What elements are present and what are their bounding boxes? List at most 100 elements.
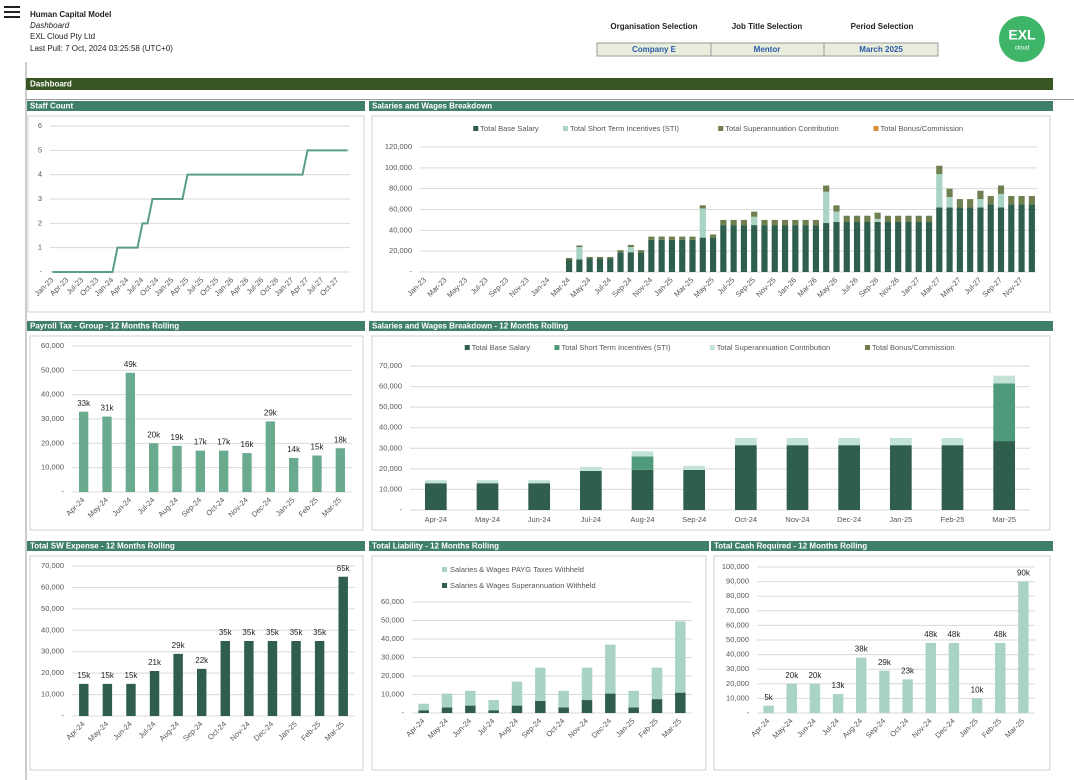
- legend-label: Total Base Salary: [472, 343, 531, 352]
- legend-label: Total Short Term Incentives (STI): [561, 343, 671, 352]
- chart-panel: [371, 555, 707, 771]
- company: EXL Cloud Pty Ltd: [30, 32, 95, 41]
- chart-panel: [27, 115, 365, 313]
- bar-segment: [823, 191, 830, 224]
- y-tick-label: 10,000: [41, 463, 64, 472]
- y-tick-label: -: [402, 708, 405, 717]
- y-tick-label: 20,000: [379, 464, 402, 473]
- bar: [1018, 581, 1029, 713]
- bar-segment: [751, 225, 758, 272]
- y-tick-label: 50,000: [381, 615, 404, 624]
- y-tick-label: 6: [38, 121, 42, 130]
- chart-title: Payroll Tax - Group - 12 Months Rolling: [30, 322, 179, 331]
- bar: [267, 641, 278, 716]
- data-label: 38k: [855, 645, 869, 654]
- data-label: 29k: [264, 409, 278, 418]
- bar-segment: [884, 222, 891, 272]
- data-label: 15k: [101, 671, 115, 680]
- bar: [925, 642, 936, 713]
- data-label: 18k: [334, 435, 348, 444]
- bar-segment: [946, 197, 953, 208]
- bar-segment: [441, 693, 453, 708]
- bar-segment: [579, 466, 602, 471]
- bar: [102, 416, 112, 492]
- y-tick-label: 70,000: [726, 606, 749, 615]
- bar-segment: [699, 205, 706, 209]
- bar-segment: [628, 690, 639, 708]
- bar-segment: [488, 700, 499, 711]
- bar-segment: [424, 483, 447, 510]
- data-label: 15k: [77, 671, 91, 680]
- bar: [173, 653, 183, 716]
- bar-segment: [730, 225, 737, 272]
- bar-segment: [997, 193, 1005, 208]
- bar-segment: [936, 165, 943, 175]
- bar-segment: [581, 700, 593, 713]
- bar-segment: [617, 252, 624, 272]
- bar-segment: [535, 700, 546, 713]
- bar-segment: [1018, 204, 1025, 272]
- bar-segment: [668, 236, 676, 240]
- logo: [999, 16, 1045, 62]
- logo-text: EXL: [1008, 27, 1036, 43]
- selection-value: March 2025: [859, 45, 903, 54]
- bar-segment: [631, 456, 654, 470]
- x-tick-label: Jul-24: [581, 515, 601, 524]
- y-tick-label: 100,000: [385, 163, 412, 172]
- bar-segment: [874, 222, 881, 272]
- bar-segment: [1018, 195, 1025, 205]
- y-tick-label: 4: [38, 170, 42, 179]
- bar-segment: [576, 259, 583, 272]
- bar-segment: [734, 438, 757, 446]
- data-label: 29k: [172, 641, 186, 650]
- bar-segment: [586, 256, 593, 259]
- bar-segment: [853, 215, 861, 222]
- bar-segment: [864, 222, 871, 272]
- bar-segment: [977, 190, 984, 200]
- bar-segment: [792, 219, 799, 226]
- bar-segment: [941, 445, 964, 510]
- legend-swatch: [709, 345, 715, 350]
- legend-swatch: [562, 126, 568, 131]
- bar-segment: [833, 211, 840, 222]
- bar-segment: [843, 215, 850, 222]
- data-label: 17k: [217, 438, 231, 447]
- bar-segment: [812, 225, 819, 272]
- bar-segment: [689, 239, 696, 272]
- selection-label: Job Title Selection: [732, 22, 803, 31]
- bar-segment: [812, 219, 819, 226]
- bar-segment: [740, 225, 748, 272]
- bar-segment: [596, 256, 604, 259]
- bar-segment: [638, 252, 645, 272]
- chart-title: Salaries and Wages Breakdown - 12 Months…: [372, 322, 568, 331]
- bar: [79, 411, 89, 492]
- data-label: 90k: [1017, 569, 1031, 578]
- legend-label: Total Superannuation Contribution: [717, 343, 830, 352]
- data-label: 15k: [125, 671, 139, 680]
- bar-segment: [679, 239, 686, 272]
- bar-segment: [627, 252, 634, 272]
- y-tick-label: 50,000: [379, 402, 402, 411]
- legend-swatch: [442, 567, 447, 572]
- data-label: 31k: [101, 404, 115, 413]
- bar-segment: [566, 259, 573, 272]
- bar: [79, 683, 89, 716]
- y-tick-label: 50,000: [41, 365, 64, 374]
- bar-segment: [627, 247, 634, 253]
- section-title: Dashboard: [30, 80, 72, 89]
- bar: [172, 445, 182, 492]
- bar-segment: [884, 215, 891, 222]
- legend-label: Total Bonus/Commission: [872, 343, 955, 352]
- bar-segment: [689, 236, 696, 240]
- menu-icon[interactable]: [4, 6, 20, 18]
- selection-box[interactable]: [823, 42, 939, 57]
- bar-segment: [792, 225, 799, 272]
- data-label: 48k: [924, 630, 938, 639]
- bar-segment: [648, 236, 655, 240]
- data-label: 17k: [194, 438, 208, 447]
- legend-swatch: [464, 345, 470, 350]
- bar: [289, 457, 299, 492]
- bar-segment: [535, 667, 546, 701]
- bar-segment: [668, 239, 676, 272]
